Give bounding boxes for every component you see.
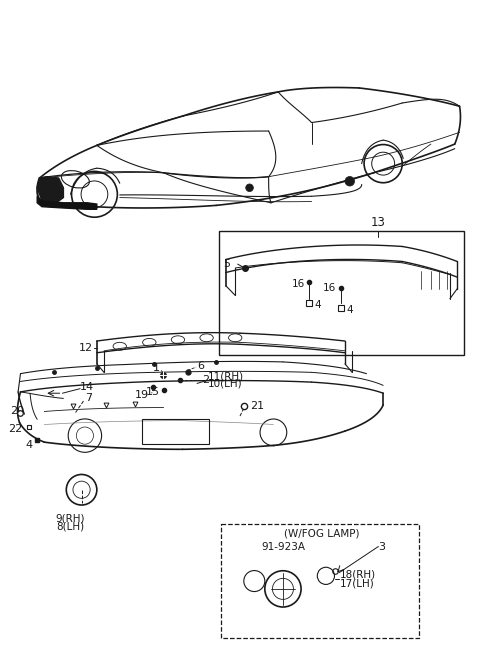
Text: 16: 16 — [323, 283, 336, 293]
Circle shape — [345, 176, 355, 186]
Text: 8(LH): 8(LH) — [57, 522, 84, 532]
Polygon shape — [37, 196, 97, 209]
Text: 16: 16 — [292, 279, 305, 289]
Text: 14: 14 — [80, 382, 94, 392]
Circle shape — [246, 184, 253, 192]
Text: 5: 5 — [224, 259, 230, 269]
Text: 9(RH): 9(RH) — [56, 514, 85, 524]
Text: 11(RH): 11(RH) — [207, 372, 244, 382]
Text: 4: 4 — [314, 300, 321, 310]
Text: 12: 12 — [79, 342, 93, 352]
Text: 3: 3 — [378, 542, 385, 552]
Text: 10(LH): 10(LH) — [207, 379, 242, 388]
Text: 18(RH): 18(RH) — [340, 569, 376, 579]
Text: 19: 19 — [135, 390, 149, 400]
Text: 13: 13 — [371, 216, 386, 229]
Bar — [142, 419, 209, 444]
Text: 21: 21 — [251, 401, 264, 411]
Text: 91-923A: 91-923A — [262, 542, 305, 552]
Text: 22: 22 — [9, 424, 23, 434]
Text: 1: 1 — [153, 363, 160, 373]
Text: 4: 4 — [25, 440, 33, 451]
Text: 17(LH): 17(LH) — [340, 579, 375, 588]
Bar — [218, 232, 464, 356]
Text: 15: 15 — [146, 387, 160, 397]
Text: (W/FOG LAMP): (W/FOG LAMP) — [284, 529, 360, 539]
Text: 2: 2 — [202, 375, 209, 385]
Bar — [221, 523, 419, 638]
Polygon shape — [37, 176, 63, 203]
Text: 4: 4 — [346, 305, 353, 315]
Text: 6: 6 — [197, 361, 204, 371]
Text: 7: 7 — [85, 394, 92, 403]
Text: 20: 20 — [10, 407, 24, 417]
